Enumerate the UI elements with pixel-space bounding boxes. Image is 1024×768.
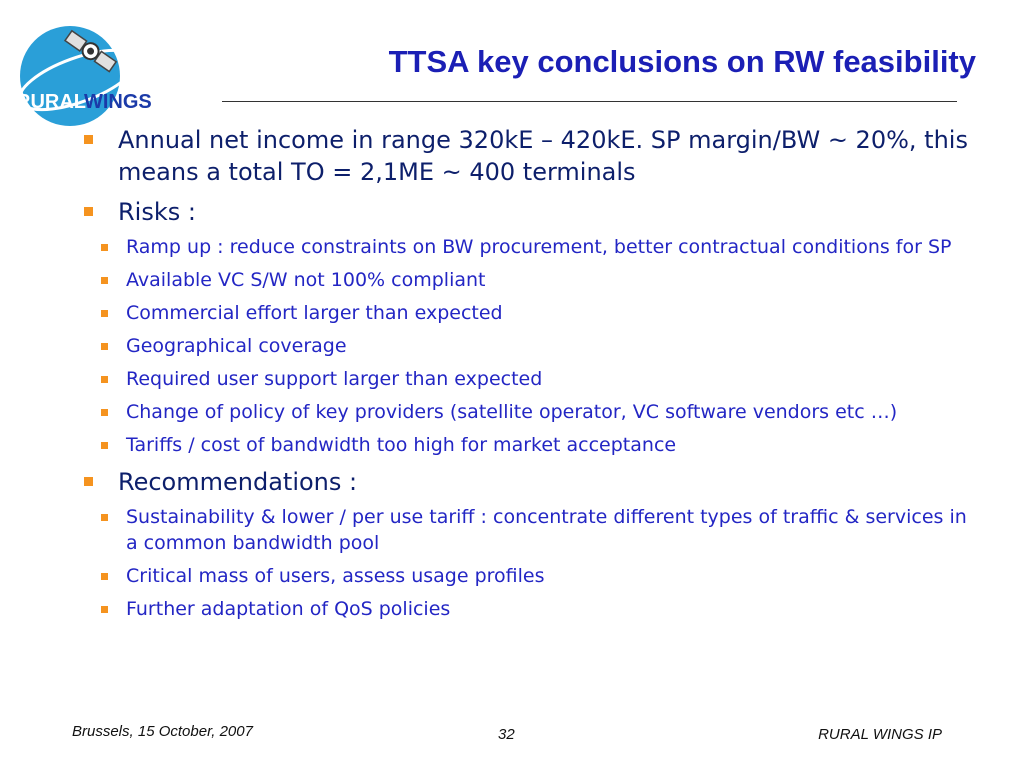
sub-bullet-text: Tariffs / cost of bandwidth too high for… [126,434,677,456]
footer-date: Brussels, 15 October, 2007 [72,723,253,740]
square-bullet-icon [101,244,108,251]
square-bullet-icon [101,343,108,350]
bullet-text: Risks : [118,198,196,226]
sub-bullet-item: Geographical coverage [80,333,980,359]
sub-bullet-item: Ramp up : reduce constraints on BW procu… [80,234,980,260]
sub-bullet-list: Ramp up : reduce constraints on BW procu… [101,234,980,458]
sub-bullet-item: Critical mass of users, assess usage pro… [80,563,980,589]
title-divider [222,101,957,102]
sub-bullet-item: Available VC S/W not 100% compliant [80,267,980,293]
sub-bullet-item: Commercial effort larger than expected [80,300,980,326]
square-bullet-icon [84,135,93,144]
rural-wings-logo: RURAL WINGS [16,26,152,126]
sub-bullet-item: Sustainability & lower / per use tariff … [80,504,980,556]
logo-text-wings: WINGS [84,91,152,113]
square-bullet-icon [101,606,108,613]
sub-bullet-text: Ramp up : reduce constraints on BW procu… [126,236,952,258]
bullet-list: Annual net income in range 320kE – 420kE… [80,124,980,630]
square-bullet-icon [101,310,108,317]
sub-bullet-text: Change of policy of key providers (satel… [126,401,898,423]
sub-bullet-text: Sustainability & lower / per use tariff … [126,506,967,554]
square-bullet-icon [101,376,108,383]
square-bullet-icon [101,514,108,521]
sub-bullet-list: Sustainability & lower / per use tariff … [101,504,980,622]
bullet-item: Annual net income in range 320kE – 420kE… [80,124,980,188]
square-bullet-icon [101,573,108,580]
bullet-text: Annual net income in range 320kE – 420kE… [118,126,968,186]
logo-text-rural: RURAL [16,91,86,113]
sub-bullet-item: Further adaptation of QoS policies [80,596,980,622]
bullet-item: Risks : Ramp up : reduce constraints on B… [80,196,980,458]
sub-bullet-text: Critical mass of users, assess usage pro… [126,565,545,587]
sub-bullet-item: Required user support larger than expect… [80,366,980,392]
slide-title: TTSA key conclusions on RW feasibility [388,44,976,79]
sub-bullet-text: Further adaptation of QoS policies [126,598,451,620]
square-bullet-icon [101,409,108,416]
sub-bullet-item: Tariffs / cost of bandwidth too high for… [80,432,980,458]
sub-bullet-item: Change of policy of key providers (satel… [80,399,980,425]
footer-org: RURAL WINGS IP [818,726,942,743]
sub-bullet-text: Available VC S/W not 100% compliant [126,269,486,291]
satellite-icon [63,29,118,73]
bullet-item: Recommendations : Sustainability & lower … [80,466,980,622]
sub-bullet-text: Required user support larger than expect… [126,368,543,390]
square-bullet-icon [84,207,93,216]
square-bullet-icon [101,277,108,284]
sub-bullet-text: Commercial effort larger than expected [126,302,503,324]
logo-orbit [17,48,139,112]
page-number: 32 [498,726,515,743]
square-bullet-icon [84,477,93,486]
sub-bullet-text: Geographical coverage [126,335,347,357]
square-bullet-icon [101,442,108,449]
bullet-text: Recommendations : [118,468,358,496]
